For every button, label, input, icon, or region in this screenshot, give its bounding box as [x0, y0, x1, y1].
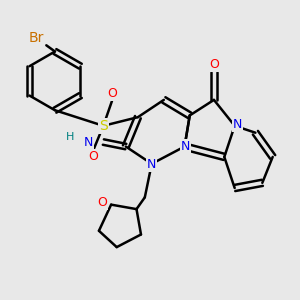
Text: N: N [181, 140, 190, 153]
Text: N: N [233, 118, 242, 130]
Text: O: O [98, 196, 107, 209]
Text: N: N [84, 136, 93, 148]
Text: O: O [89, 150, 99, 164]
Text: H: H [66, 132, 74, 142]
Text: O: O [107, 87, 117, 100]
Text: O: O [209, 58, 219, 71]
Text: S: S [99, 119, 108, 133]
Text: Br: Br [28, 32, 44, 45]
Text: N: N [147, 158, 156, 171]
